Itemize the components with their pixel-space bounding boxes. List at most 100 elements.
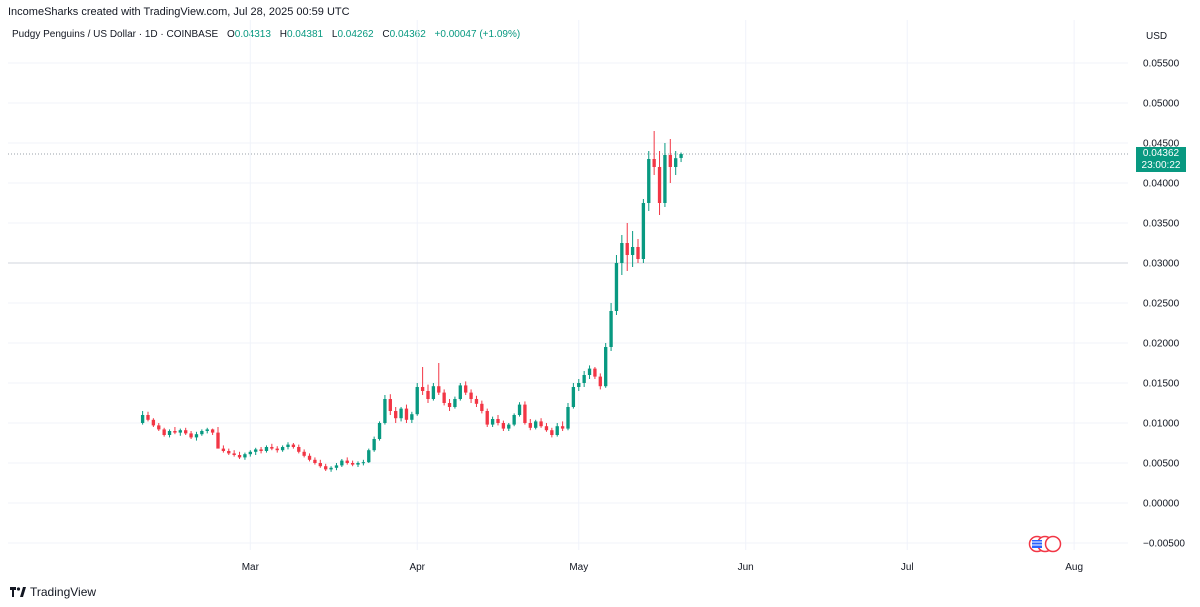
y-tick-label: 0.04000 bbox=[1143, 179, 1180, 190]
candle-body bbox=[480, 403, 484, 411]
candle bbox=[458, 383, 462, 401]
candle bbox=[173, 427, 177, 435]
y-tick-label: 0.01000 bbox=[1143, 419, 1180, 430]
candle-body bbox=[157, 425, 161, 430]
candle-body bbox=[663, 155, 667, 203]
candle bbox=[388, 394, 392, 415]
candle-body bbox=[496, 419, 500, 423]
candle bbox=[474, 395, 479, 407]
candle-body bbox=[517, 404, 522, 415]
candle-body bbox=[297, 447, 301, 452]
candle bbox=[399, 407, 403, 422]
candle-body bbox=[307, 455, 312, 460]
candle-body bbox=[221, 448, 226, 451]
currency-label[interactable]: USD bbox=[1146, 31, 1168, 42]
candle bbox=[248, 450, 252, 457]
candle bbox=[157, 423, 161, 431]
candle-body bbox=[345, 460, 349, 463]
candle-body bbox=[647, 159, 651, 203]
candle-body bbox=[334, 465, 339, 468]
candle bbox=[286, 442, 290, 450]
high-value: 0.04381 bbox=[286, 29, 324, 40]
candle bbox=[609, 303, 613, 351]
candle-body bbox=[609, 311, 613, 347]
candle-body bbox=[388, 399, 392, 411]
candle bbox=[334, 463, 339, 471]
candle bbox=[560, 421, 565, 431]
candle-body bbox=[210, 429, 215, 433]
candle-body bbox=[453, 399, 457, 407]
candle bbox=[318, 459, 322, 468]
high-label: H bbox=[279, 29, 287, 40]
candle-body bbox=[367, 450, 371, 463]
candle bbox=[394, 407, 398, 423]
candle bbox=[205, 427, 209, 434]
candle-body bbox=[657, 167, 662, 203]
candle bbox=[324, 463, 328, 471]
candle-body bbox=[280, 447, 285, 451]
candle-body bbox=[668, 155, 672, 167]
candle bbox=[350, 460, 355, 467]
candle-body bbox=[560, 426, 565, 429]
candle-body bbox=[512, 415, 516, 425]
candle bbox=[539, 418, 543, 428]
candle bbox=[345, 457, 349, 465]
candle bbox=[641, 199, 646, 263]
candle-body bbox=[485, 411, 489, 425]
horizontal-lines bbox=[8, 153, 1128, 264]
candles bbox=[140, 131, 683, 472]
candle bbox=[674, 151, 678, 175]
candle-body bbox=[383, 399, 387, 423]
tradingview-logo-icon bbox=[10, 587, 26, 597]
events-flags-icon[interactable] bbox=[1028, 535, 1064, 553]
candle bbox=[668, 139, 672, 183]
candle bbox=[415, 383, 419, 416]
candle-body bbox=[474, 399, 479, 404]
candle bbox=[566, 403, 570, 431]
x-tick-label: Jul bbox=[901, 562, 914, 573]
candle-body bbox=[652, 159, 656, 167]
candle bbox=[232, 450, 236, 457]
candle bbox=[614, 255, 619, 315]
symbol-name[interactable]: Pudgy Penguins / US Dollar · 1D · COINBA… bbox=[12, 29, 219, 40]
candle bbox=[534, 419, 538, 430]
candle-body bbox=[523, 404, 527, 423]
candle-body bbox=[372, 439, 376, 451]
candle bbox=[264, 445, 269, 453]
tradingview-logo[interactable]: TradingView bbox=[10, 585, 96, 599]
candle bbox=[630, 231, 635, 267]
candle bbox=[464, 381, 468, 395]
candle bbox=[636, 239, 640, 263]
candle-body bbox=[587, 368, 592, 375]
candle-body bbox=[614, 263, 619, 311]
candle-body bbox=[243, 454, 247, 458]
x-tick-label: Mar bbox=[242, 562, 260, 573]
candle bbox=[679, 152, 683, 163]
candle-body bbox=[528, 423, 532, 428]
low-label: L bbox=[331, 29, 338, 40]
candle bbox=[571, 383, 576, 409]
candle-body bbox=[361, 462, 366, 464]
candle-body bbox=[350, 463, 355, 465]
y-tick-label: 0.01500 bbox=[1143, 379, 1180, 390]
candle bbox=[259, 447, 263, 454]
candle bbox=[404, 404, 409, 423]
symbol-legend: Pudgy Penguins / US Dollar · 1D · COINBA… bbox=[12, 29, 520, 40]
candle-body bbox=[442, 392, 446, 403]
candle-body bbox=[679, 154, 683, 158]
candle bbox=[383, 395, 387, 425]
candle-body bbox=[189, 433, 193, 438]
candle-body bbox=[356, 463, 360, 465]
candle bbox=[517, 402, 522, 417]
close-label: C bbox=[382, 29, 390, 40]
candle-body bbox=[447, 403, 452, 407]
candle-body bbox=[582, 375, 586, 383]
candle-body bbox=[420, 387, 425, 391]
candle-body bbox=[507, 424, 511, 429]
candle-body bbox=[539, 421, 543, 427]
x-tick-label: Apr bbox=[409, 562, 425, 573]
x-tick-label: May bbox=[569, 562, 588, 573]
candle bbox=[275, 446, 279, 453]
chart-credit: IncomeSharks created with TradingView.co… bbox=[8, 6, 350, 18]
